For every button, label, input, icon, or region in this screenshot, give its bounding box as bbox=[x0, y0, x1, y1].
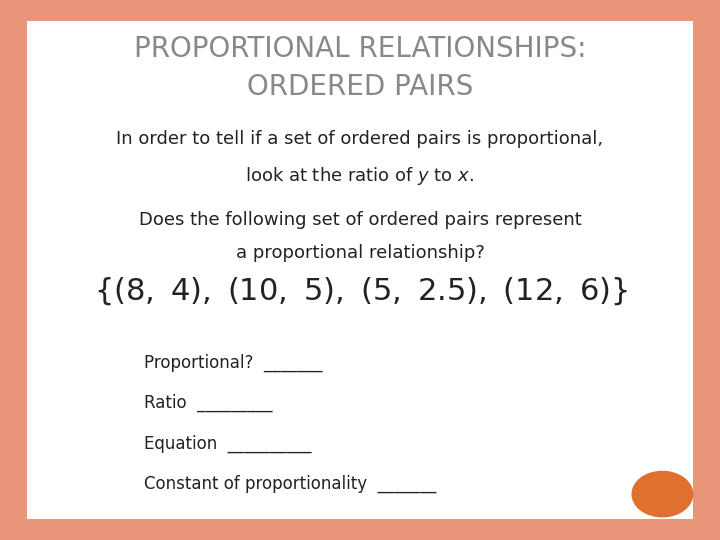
Text: Constant of proportionality  _______: Constant of proportionality _______ bbox=[144, 475, 436, 494]
Text: ORDERED PAIRS: ORDERED PAIRS bbox=[247, 73, 473, 101]
Text: In order to tell if a set of ordered pairs is proportional,: In order to tell if a set of ordered pai… bbox=[117, 130, 603, 147]
Text: a proportional relationship?: a proportional relationship? bbox=[235, 244, 485, 262]
Circle shape bbox=[632, 471, 693, 517]
Text: $\{(8,\ 4),\ (10,\ 5),\ (5,\ 2.5),\ (12,\ 6)\}$: $\{(8,\ 4),\ (10,\ 5),\ (5,\ 2.5),\ (12,… bbox=[94, 275, 628, 307]
Text: Equation  __________: Equation __________ bbox=[144, 435, 312, 453]
Text: Does the following set of ordered pairs represent: Does the following set of ordered pairs … bbox=[139, 211, 581, 228]
Text: Proportional?  _______: Proportional? _______ bbox=[144, 354, 323, 372]
FancyBboxPatch shape bbox=[27, 21, 693, 519]
Text: PROPORTIONAL RELATIONSHIPS:: PROPORTIONAL RELATIONSHIPS: bbox=[134, 35, 586, 63]
Text: look at the ratio of $y$ to $x$.: look at the ratio of $y$ to $x$. bbox=[246, 165, 474, 187]
Text: Ratio  _________: Ratio _________ bbox=[144, 394, 272, 413]
